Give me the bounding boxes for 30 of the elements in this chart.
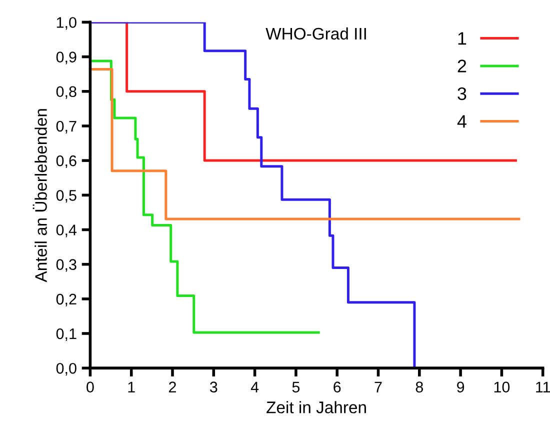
x-tick-label: 5: [292, 382, 300, 392]
x-tick-label: 11: [536, 382, 550, 392]
x-tick-label: 3: [210, 382, 218, 392]
y-tick-label: 0,1: [56, 328, 76, 341]
y-tick-label: 0,3: [56, 259, 76, 272]
x-tick-label: 4: [250, 382, 259, 392]
x-tick-label: 6: [334, 382, 341, 392]
legend-label: 4: [457, 115, 466, 128]
legend-label: 1: [458, 32, 466, 45]
legend-label: 2: [458, 60, 466, 72]
x-tick-label: 0: [86, 382, 94, 392]
y-tick-label: 0,7: [56, 120, 76, 134]
legend-label: 3: [458, 87, 466, 100]
x-tick-label: 8: [416, 382, 423, 392]
y-tick-label: 0,0: [56, 362, 76, 376]
x-tick-label: 2: [169, 382, 176, 392]
y-axis-title: Anteil an Überlebenden: [32, 109, 47, 282]
y-tick-label: 0,6: [56, 155, 76, 168]
y-tick-label: 0,4: [56, 224, 77, 238]
y-tick-label: 0,8: [56, 86, 76, 99]
y-tick-label: 0,2: [56, 294, 76, 306]
chart-title: WHO-Grad III: [266, 27, 366, 40]
y-tick-label: 1,0: [56, 17, 76, 30]
y-tick-label: 0,9: [56, 52, 76, 64]
x-tick-label: 1: [128, 382, 135, 392]
x-axis-title: Zeit in Jahren: [266, 401, 366, 414]
y-tick-label: 0,5: [56, 190, 76, 203]
x-tick-label: 7: [374, 382, 382, 392]
x-tick-label: 10: [494, 382, 510, 392]
x-tick-label: 9: [457, 382, 464, 392]
